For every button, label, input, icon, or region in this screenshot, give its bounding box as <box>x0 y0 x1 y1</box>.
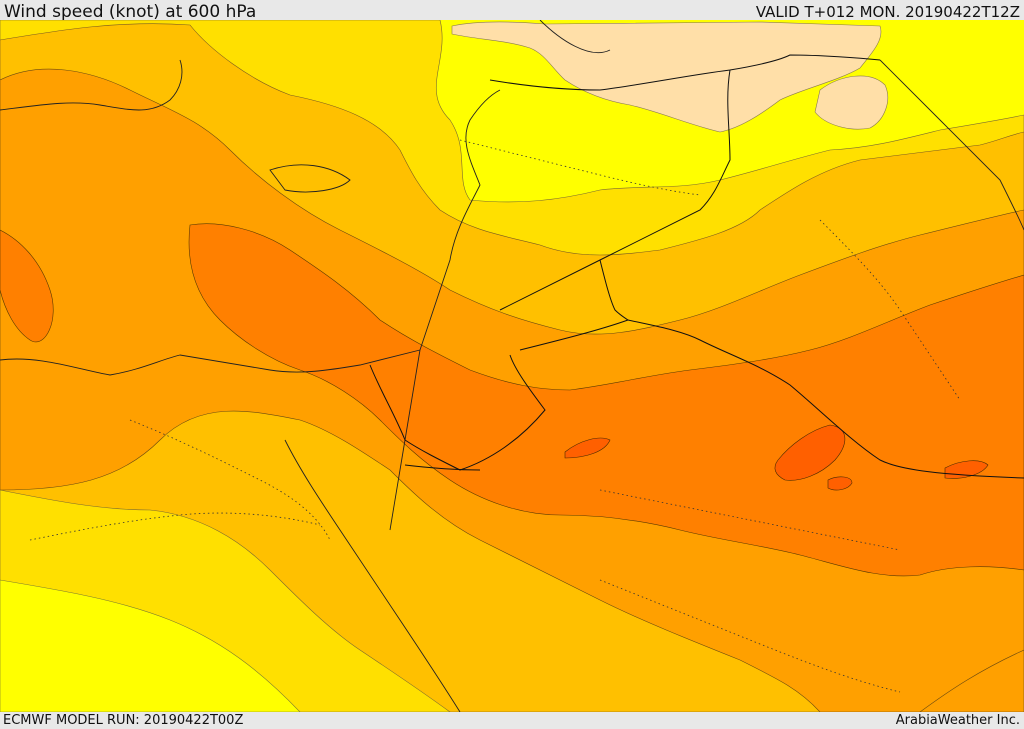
band-peach-east <box>814 75 889 130</box>
model-run: ECMWF MODEL RUN: 20190422T00Z <box>3 713 244 728</box>
admin-lines <box>29 139 961 693</box>
footer-bar: ECMWF MODEL RUN: 20190422T00Z ArabiaWeat… <box>0 712 1024 729</box>
band-red-orange-2 <box>774 424 846 481</box>
band-red-orange-1 <box>564 437 611 459</box>
coastlines <box>0 20 1024 712</box>
band-red-orange-4 <box>827 476 853 491</box>
header-bar: Wind speed (knot) at 600 hPa VALID T+012… <box>0 0 1024 22</box>
wind-speed-map <box>0 20 1024 712</box>
band-dark-orange-west <box>0 229 54 343</box>
borders <box>369 54 1024 479</box>
band-yellow-sw <box>0 579 301 712</box>
band-peach <box>451 21 882 133</box>
valid-time: VALID T+012 MON. 20190422T12Z <box>755 3 1020 21</box>
band-dark-orange-central <box>188 223 1024 577</box>
map-title: Wind speed (knot) at 600 hPa <box>4 2 257 22</box>
map-canvas <box>0 20 1024 712</box>
credit-text: ArabiaWeather Inc. <box>895 713 1020 728</box>
